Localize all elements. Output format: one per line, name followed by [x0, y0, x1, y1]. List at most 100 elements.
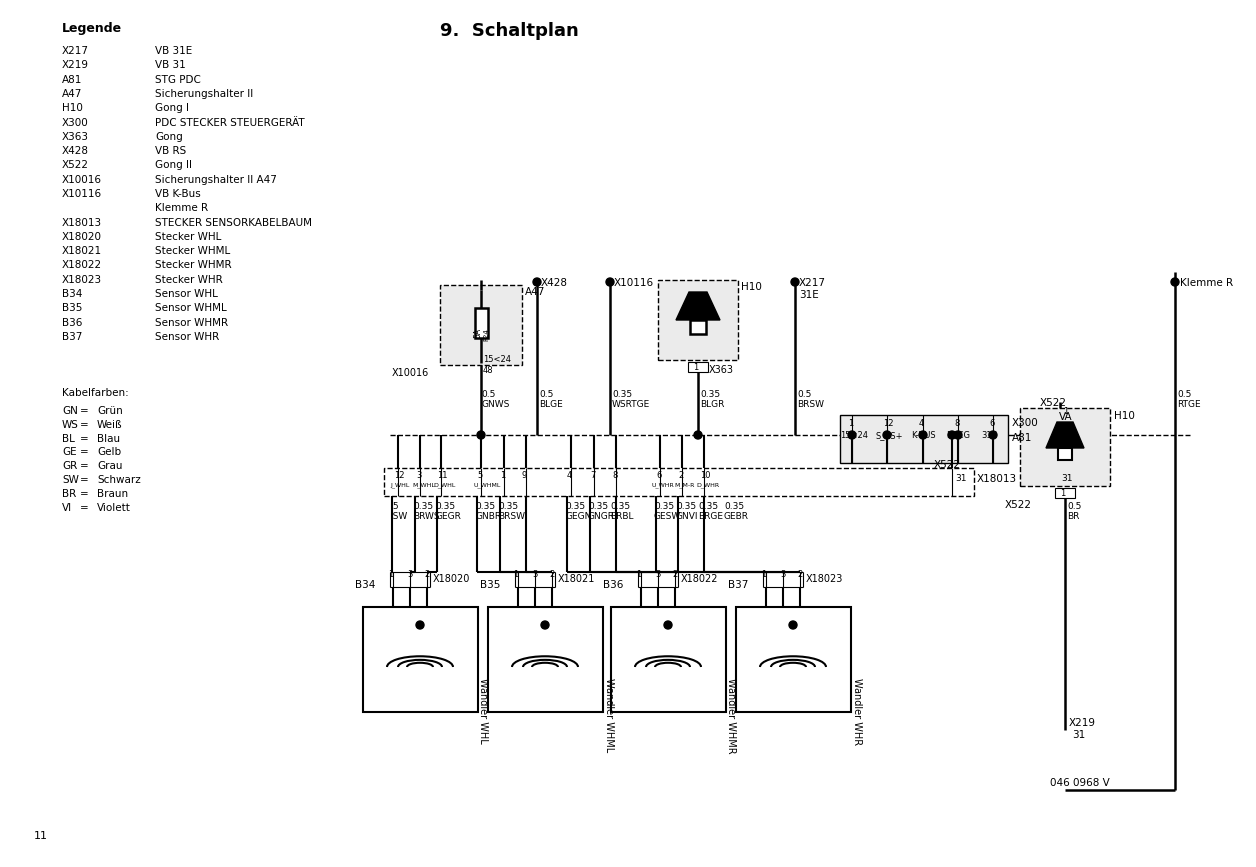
Text: 0.35: 0.35: [676, 502, 696, 511]
Text: X18013: X18013: [62, 218, 102, 228]
Text: 3: 3: [533, 570, 538, 579]
Circle shape: [789, 621, 798, 629]
Polygon shape: [676, 292, 720, 320]
Text: VI: VI: [62, 503, 72, 512]
Text: VB RS: VB RS: [154, 147, 186, 156]
Bar: [840, 415, 1009, 463]
Text: 9: 9: [522, 471, 528, 480]
Text: J_WHL: J_WHL: [391, 482, 409, 487]
Circle shape: [1171, 278, 1179, 286]
Text: BRSW: BRSW: [798, 400, 824, 409]
Text: B36: B36: [62, 317, 83, 328]
Text: Schwarz: Schwarz: [97, 475, 141, 485]
Text: X10016: X10016: [62, 174, 102, 185]
Text: PDC STECKER STEUERGERÄT: PDC STECKER STEUERGERÄT: [154, 118, 305, 127]
Text: 0.35: 0.35: [588, 502, 608, 511]
Text: BRGE: BRGE: [698, 512, 723, 521]
Text: 31: 31: [955, 474, 967, 483]
Text: STG PDC: STG PDC: [154, 75, 201, 85]
Text: 2: 2: [798, 570, 803, 579]
Text: X18021: X18021: [62, 246, 102, 257]
Bar: [1020, 408, 1110, 486]
Bar: [736, 607, 850, 712]
Text: B35: B35: [62, 303, 83, 313]
Text: GNVI: GNVI: [676, 512, 698, 521]
Text: GEBR: GEBR: [723, 512, 749, 521]
Text: GEGN: GEGN: [565, 512, 592, 521]
Text: GNBR: GNBR: [475, 512, 501, 521]
Text: Sicherungshalter II A47: Sicherungshalter II A47: [154, 174, 276, 185]
Text: X10116: X10116: [614, 278, 654, 288]
Text: 046 0968 V: 046 0968 V: [1050, 778, 1110, 788]
Text: 3: 3: [780, 570, 785, 579]
Text: Legende: Legende: [62, 22, 122, 35]
Text: X18013: X18013: [977, 474, 1017, 484]
Bar: [1055, 488, 1075, 498]
Text: B35: B35: [480, 580, 500, 590]
Text: 0.35: 0.35: [723, 502, 744, 511]
Bar: [475, 308, 487, 338]
Text: GE: GE: [62, 447, 77, 458]
Text: 0.35: 0.35: [475, 502, 495, 511]
Text: A47: A47: [525, 287, 545, 297]
Text: WSRTGE: WSRTGE: [612, 400, 651, 409]
Text: GNWS: GNWS: [481, 400, 510, 409]
Text: A81: A81: [1012, 433, 1032, 443]
Text: 31E: 31E: [799, 290, 819, 300]
Text: 10: 10: [700, 471, 711, 480]
Text: H10: H10: [62, 103, 83, 114]
Circle shape: [533, 278, 541, 286]
Text: GR: GR: [62, 461, 78, 471]
Text: 5: 5: [477, 471, 482, 480]
Text: 0.35: 0.35: [700, 390, 720, 399]
Text: 6: 6: [988, 419, 995, 428]
Circle shape: [541, 621, 549, 629]
Circle shape: [416, 621, 425, 629]
Text: SW: SW: [62, 475, 79, 485]
Text: 1: 1: [848, 419, 853, 428]
Text: VB 31E: VB 31E: [154, 46, 192, 56]
Text: 2: 2: [672, 570, 677, 579]
Text: X18021: X18021: [558, 574, 595, 584]
Text: BRBL: BRBL: [610, 512, 633, 521]
Text: BR: BR: [1068, 512, 1079, 521]
Circle shape: [605, 278, 614, 286]
Text: 12: 12: [883, 419, 893, 428]
Text: K-BUS: K-BUS: [911, 431, 936, 440]
Text: =: =: [80, 447, 89, 458]
Text: 0.35: 0.35: [413, 502, 433, 511]
Text: Stecker WHMR: Stecker WHMR: [154, 260, 231, 271]
Text: =: =: [80, 475, 89, 485]
Circle shape: [695, 431, 702, 439]
Text: 0.5: 0.5: [539, 390, 554, 399]
Text: 0.35: 0.35: [497, 502, 519, 511]
Text: 11: 11: [34, 831, 48, 841]
Text: 0.35: 0.35: [654, 502, 674, 511]
Text: =: =: [80, 420, 89, 430]
Text: X18023: X18023: [806, 574, 843, 584]
Text: Sensor WHMR: Sensor WHMR: [154, 317, 229, 328]
Text: =: =: [80, 406, 89, 416]
Circle shape: [477, 431, 485, 439]
Text: B37: B37: [62, 332, 83, 342]
Text: PDCG: PDCG: [946, 431, 970, 440]
Text: GN: GN: [62, 406, 78, 416]
Text: 2: 2: [549, 570, 554, 579]
Text: BLGR: BLGR: [700, 400, 725, 409]
Text: U_WHR: U_WHR: [652, 482, 674, 487]
Text: .5: .5: [391, 502, 398, 511]
Text: X219: X219: [62, 61, 89, 70]
Text: 31: 31: [1073, 730, 1085, 740]
Text: X10016: X10016: [392, 368, 430, 378]
Text: 4: 4: [566, 471, 573, 480]
Circle shape: [791, 278, 799, 286]
Text: X300: X300: [1012, 418, 1039, 428]
Text: D_WHL: D_WHL: [433, 482, 456, 487]
Text: X428: X428: [62, 147, 89, 156]
Text: X18020: X18020: [433, 574, 471, 584]
Text: B36: B36: [603, 580, 623, 590]
Circle shape: [955, 431, 962, 439]
Text: Wandler WHML: Wandler WHML: [603, 677, 613, 752]
Polygon shape: [1046, 422, 1084, 448]
Text: Stecker WHL: Stecker WHL: [154, 231, 221, 242]
